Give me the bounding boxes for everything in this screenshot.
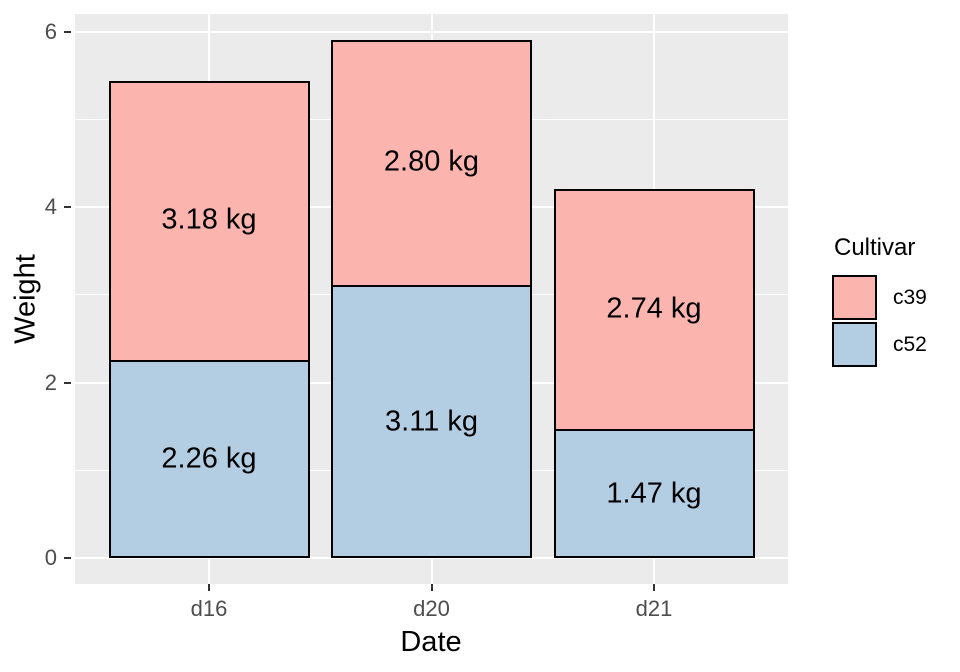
y-tick-label-2: 2: [44, 369, 57, 395]
bar-d16-segment-c52: [108, 359, 310, 558]
legend-key-c52: [832, 322, 877, 367]
y-tick-2: [64, 381, 71, 384]
legend-key-c39: [832, 275, 877, 320]
bar-d21-segment-c52: [553, 429, 755, 558]
y-tick-0: [64, 557, 71, 559]
y-tick-6: [64, 30, 71, 33]
bar-d21-label-c39: 2.74 kg: [606, 292, 702, 325]
bar-d20-label-c39: 2.80 kg: [383, 145, 480, 178]
legend-label-c39: c39: [893, 285, 927, 309]
y-tick-label-4: 4: [44, 194, 57, 220]
legend-entry-c39: c39: [832, 275, 927, 320]
y-axis-title: Weight: [9, 254, 42, 344]
bar-d16: 3.18 kg 2.26 kg: [108, 80, 310, 558]
x-tick-label-d20: d20: [413, 596, 450, 621]
bar-d16-label-c39: 3.18 kg: [161, 203, 257, 236]
legend-title: Cultivar: [834, 234, 916, 261]
bar-d20-label-c52: 3.11 kg: [385, 405, 478, 438]
legend-entries: c39 c52: [832, 275, 927, 367]
x-axis-title: Date: [400, 626, 462, 658]
legend-label-c52: c52: [893, 332, 927, 356]
legend-entry-c52: c52: [832, 322, 927, 367]
legend: Cultivar c39 c52: [832, 234, 927, 369]
bar-d21-label-c52: 1.47 kg: [606, 477, 702, 510]
bar-d20: 2.80 kg 3.11 kg: [331, 39, 532, 558]
bar-d21: 2.74 kg 1.47 kg: [553, 188, 755, 558]
y-tick-label-6: 6: [44, 18, 57, 44]
x-tick-d20: [430, 584, 433, 591]
x-tick-label-d21: d21: [635, 596, 673, 621]
x-tick-d16: [208, 584, 210, 591]
plot-panel: 3.18 kg 2.26 kg 2.80 kg 3.11 kg 2.74 kg 1.47 …: [75, 14, 788, 584]
bar-d16-label-c52: 2.26 kg: [161, 442, 257, 475]
x-tick-d21: [653, 584, 655, 591]
y-tick-label-0: 0: [44, 545, 57, 570]
x-tick-label-d16: d16: [190, 596, 228, 621]
y-tick-4: [64, 206, 71, 209]
bar-d20-segment-c52: [331, 285, 532, 558]
